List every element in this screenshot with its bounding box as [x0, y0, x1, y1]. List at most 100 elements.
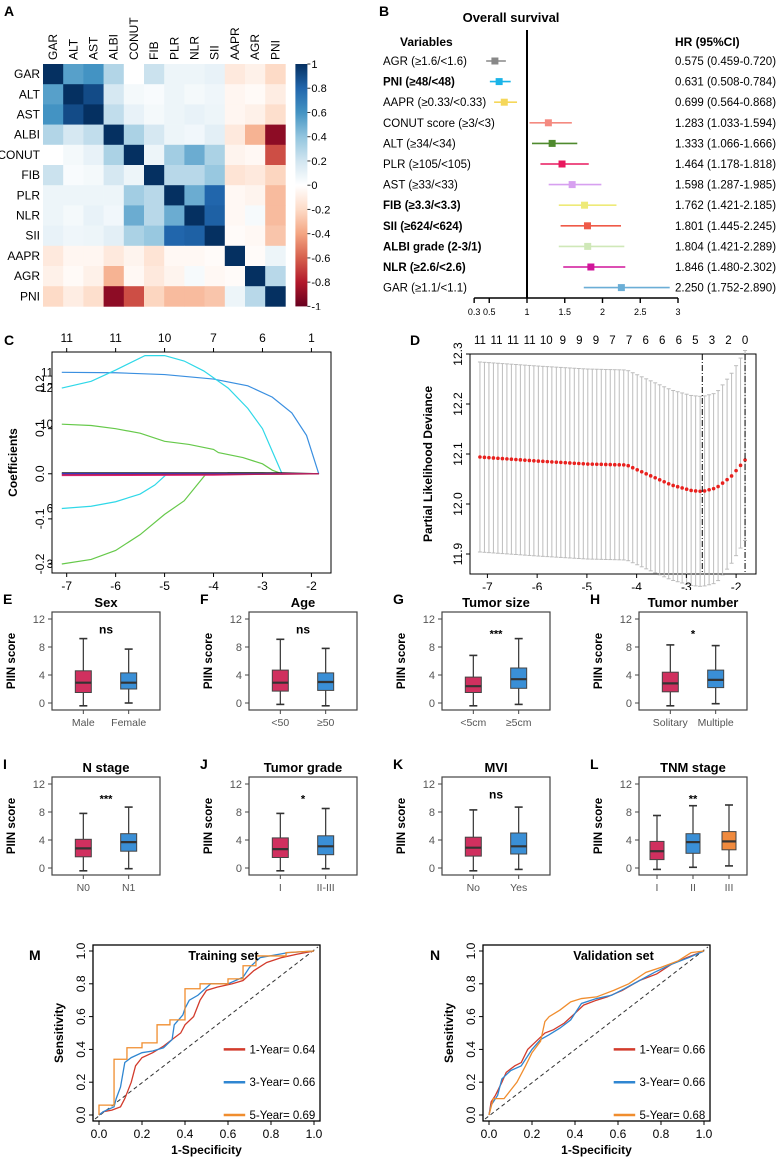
forest-row-label: ALT (≥34/<34)	[383, 138, 456, 150]
x-tick-label: Solitary	[653, 717, 689, 729]
coefficient-path-11	[61, 371, 320, 474]
plot-frame	[248, 776, 358, 876]
heatmap-cell	[144, 245, 165, 267]
cv-point	[666, 481, 671, 486]
cv-point	[716, 484, 720, 489]
forest-x-tick-label: 2.5	[634, 307, 647, 317]
panel-label: D	[410, 332, 420, 348]
forest-hr-marker	[495, 78, 503, 86]
x-tick-label: Multiple	[698, 717, 734, 729]
y-tick-label: 0	[626, 698, 632, 710]
y-tick-label: 0.8	[464, 975, 478, 992]
heatmap-cell	[164, 286, 185, 307]
forest-row-label: PNI (≥48/<48)	[383, 77, 455, 89]
cv-point	[671, 483, 675, 488]
panel-label: B	[379, 3, 389, 19]
roc-curve	[98, 950, 315, 1116]
heatmap-cell	[204, 104, 226, 125]
cv-point	[644, 472, 649, 476]
box	[685, 833, 701, 854]
heatmap-cell	[43, 266, 64, 287]
x-tick-label: <5cm	[460, 717, 486, 729]
colorbar-tick-label: -1	[311, 301, 321, 310]
heatmap-cell	[245, 266, 266, 287]
top-tick-label: 11	[60, 331, 73, 345]
top-tick-label: 6	[659, 335, 665, 347]
cv-point	[590, 462, 595, 466]
cv-point	[581, 461, 586, 466]
y-axis-label: PIIN score	[203, 633, 215, 689]
heatmap-cell	[43, 84, 64, 105]
heatmap-cell	[103, 124, 125, 146]
column-label: AAPR	[228, 27, 242, 60]
coefficient-path-12	[61, 355, 319, 475]
row-label: AST	[17, 108, 41, 122]
x-tick-label: -4	[631, 580, 642, 590]
y-tick-label: 4	[626, 670, 632, 682]
cv-point	[536, 459, 541, 463]
heatmap-cell	[245, 205, 266, 226]
panel-label: G	[393, 591, 404, 607]
cv-point	[563, 460, 568, 465]
roc-curve	[98, 950, 315, 1115]
x-tick-label: No	[467, 882, 481, 894]
path-label: 6	[47, 504, 53, 516]
forest-hr-marker	[491, 57, 499, 65]
heatmap-cell	[123, 225, 145, 247]
cv-point	[707, 487, 711, 492]
heatmap-cell	[103, 165, 125, 186]
y-axis-label: Sensitivity	[52, 1003, 66, 1063]
x-tick-label: 1.0	[696, 1127, 713, 1141]
x-tick-label: -7	[482, 580, 493, 590]
cv-point	[689, 488, 693, 493]
x-tick-label: 0.2	[524, 1127, 541, 1141]
y-tick-label: 0.0	[464, 1106, 478, 1123]
y-tick-label: 0.6	[74, 1008, 88, 1025]
forest-hr-text: 1.804 (1.421-2.289)	[675, 241, 776, 253]
forest-x-tick-label: 0.5	[483, 307, 496, 317]
heatmap-cell	[83, 205, 104, 226]
forest-title: Overall survival	[463, 10, 560, 25]
forest-row-label: CONUT score (≥3/<3)	[383, 118, 495, 130]
row-label: ALT	[19, 87, 41, 101]
plot-frame	[51, 611, 161, 711]
heatmap-cell	[63, 84, 84, 105]
coefficient-path-6	[61, 473, 319, 510]
heatmap-cell	[144, 266, 165, 287]
x-tick-label: Yes	[510, 882, 527, 894]
cv-point	[594, 462, 599, 467]
boxplot-title: Sex	[94, 595, 118, 610]
top-tick-label: 9	[593, 335, 599, 347]
forest-row-label: AGR (≥1.6/<1.6)	[383, 56, 467, 68]
y-tick-label: 0.2	[74, 1074, 88, 1091]
y-tick-label: 0.4	[464, 1041, 478, 1058]
heatmap-cell	[103, 104, 125, 125]
top-tick-label: 11	[524, 335, 536, 347]
plot-frame	[469, 353, 757, 575]
top-tick-label: 7	[626, 335, 632, 347]
cv-point	[630, 465, 635, 470]
coefficient-path-3	[61, 472, 319, 565]
heatmap-cell	[204, 266, 226, 287]
cv-point	[568, 461, 572, 465]
forest-hr-text: 1.762 (1.421-2.185)	[675, 200, 776, 212]
x-tick-label: <50	[271, 717, 289, 729]
heatmap-cell	[83, 124, 104, 146]
heatmap-cell	[245, 64, 266, 85]
heatmap-cell	[164, 84, 185, 105]
heatmap-cell	[103, 225, 125, 247]
forest-row-label: PLR (≥105/<105)	[383, 159, 471, 171]
heatmap-cell	[123, 185, 145, 206]
colorbar-tick-label: 0.4	[311, 132, 326, 144]
heatmap-cell	[245, 286, 266, 307]
x-tick-label: II-III	[317, 882, 335, 894]
colorbar-tick-label: -0.8	[311, 277, 330, 289]
heatmap-cell	[43, 245, 64, 267]
legend-label: 3-Year= 0.66	[640, 1077, 706, 1089]
y-tick-label: 12	[423, 779, 435, 791]
heatmap-cell	[144, 286, 165, 307]
colorbar-tick-label: 1	[311, 59, 317, 71]
column-label: PNI	[268, 40, 282, 60]
cv-point	[478, 455, 482, 459]
heatmap-cell	[123, 124, 145, 146]
